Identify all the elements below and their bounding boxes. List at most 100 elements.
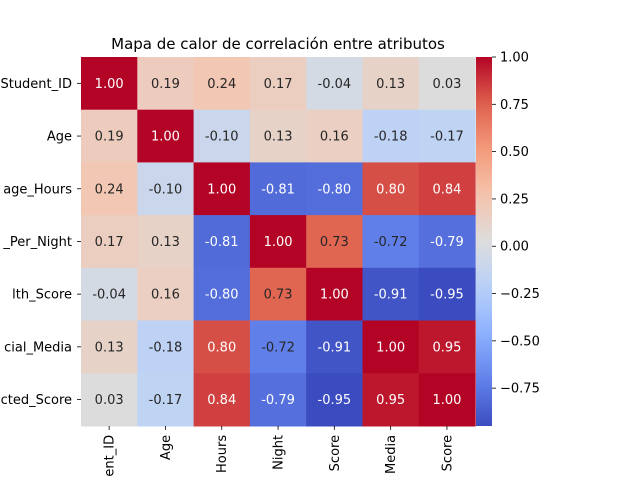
cell-value-label: 1.00 <box>432 393 461 408</box>
cell-value-label: 1.00 <box>376 340 405 355</box>
heatmap-cell <box>418 373 476 427</box>
row-tick-label: cted_Score <box>1 393 72 408</box>
cell-value-label: -0.91 <box>318 340 352 355</box>
cell-value-label: 1.00 <box>207 182 236 197</box>
cell-value-label: 0.13 <box>376 77 405 92</box>
cell-value-label: -0.04 <box>92 288 126 303</box>
row-tick-label: _Per_Night <box>2 235 72 250</box>
row-tick-label: Student_ID <box>0 77 72 92</box>
cell-value-label: 0.24 <box>95 182 124 197</box>
colorbar-tick-label: 0.75 <box>500 98 529 113</box>
cell-value-label: -0.72 <box>261 340 295 355</box>
cell-value-label: 0.16 <box>151 288 180 303</box>
cell-value-label: 0.95 <box>432 340 461 355</box>
cell-value-label: -0.17 <box>430 130 464 145</box>
heatmap-cell <box>418 109 476 163</box>
heatmap-cell <box>362 162 420 216</box>
column-tick-label: Hours <box>215 435 230 473</box>
heatmap-cell <box>193 320 251 374</box>
colorbar: 1.00 0.75 0.50 0.25 0.00 −0.25 −0.50 −0.75 <box>476 51 540 426</box>
cell-value-label: -0.91 <box>374 288 408 303</box>
colorbar-tick-label: −0.50 <box>500 334 540 349</box>
heatmap-cell <box>418 162 476 216</box>
heatmap-cell <box>362 57 420 111</box>
heatmap-cell <box>418 320 476 374</box>
heatmap-cell <box>249 373 307 427</box>
heatmap-cell <box>193 215 251 269</box>
cell-value-label: 0.16 <box>320 130 349 145</box>
cell-value-label: -0.10 <box>149 182 183 197</box>
heatmap-cell <box>362 320 420 374</box>
column-tick-label: Score <box>440 435 455 471</box>
cell-value-label: 0.19 <box>151 77 180 92</box>
cell-value-label: -0.79 <box>261 393 295 408</box>
heatmap-cell <box>137 162 195 216</box>
heatmap-cell <box>306 57 364 111</box>
heatmap-cell <box>249 162 307 216</box>
heatmap-cell <box>81 267 138 322</box>
heatmap-cells: 1.00 0.19 0.24 0.17 -0.04 0.13 0.03 0.19 1.00 -0.… <box>81 57 476 427</box>
heatmap-cell <box>306 320 364 374</box>
heatmap-cell <box>249 320 307 374</box>
cell-value-label: 0.24 <box>207 77 236 92</box>
colorbar-tick-label: 0.25 <box>500 192 529 207</box>
heatmap-cell <box>193 373 251 427</box>
row-tick-label: cial_Media <box>4 340 72 355</box>
cell-value-label: 0.17 <box>95 235 124 250</box>
heatmap-cell <box>306 373 364 427</box>
heatmap-cell <box>137 320 195 374</box>
cell-value-label: -0.95 <box>430 288 464 303</box>
heatmap-cell <box>249 57 307 111</box>
cell-value-label: 0.73 <box>320 235 349 250</box>
chart-title: Mapa de calor de correlación entre atrib… <box>111 35 445 53</box>
colorbar-tick-label: −0.75 <box>500 382 540 397</box>
heatmap-cell <box>249 215 307 269</box>
heatmap-cell <box>137 267 195 322</box>
heatmap-cell <box>193 162 251 216</box>
colorbar-gradient <box>476 57 492 426</box>
colorbar-tick-label: 1.00 <box>500 51 529 66</box>
heatmap-cell <box>137 109 195 163</box>
heatmap-cell <box>362 215 420 269</box>
column-tick-label: Age <box>159 435 174 460</box>
heatmap-cell <box>193 57 251 111</box>
cell-value-label: -0.17 <box>149 393 183 408</box>
cell-value-label: -0.80 <box>205 288 239 303</box>
cell-value-label: -0.18 <box>149 340 183 355</box>
column-tick-label: Night <box>272 435 287 470</box>
heatmap-cell <box>193 267 251 322</box>
heatmap-cell <box>81 109 138 163</box>
heatmap-cell <box>418 267 476 322</box>
row-tick-label: Age <box>47 130 72 145</box>
cell-value-label: 0.03 <box>432 77 461 92</box>
heatmap-cell <box>81 162 138 216</box>
heatmap-cell <box>193 109 251 163</box>
cell-value-label: 0.13 <box>264 130 293 145</box>
heatmap-cell <box>249 109 307 163</box>
column-tick-labels: ent_ID Age Hours Night Score Media Score <box>103 425 455 477</box>
heatmap-cell <box>137 215 195 269</box>
cell-value-label: 1.00 <box>320 288 349 303</box>
heatmap-cell <box>362 373 420 427</box>
row-tick-label: age_Hours <box>3 182 72 197</box>
cell-value-label: 0.84 <box>207 393 236 408</box>
column-tick-label: Score <box>328 435 343 471</box>
cell-value-label: 0.80 <box>207 340 236 355</box>
heatmap-cell <box>306 215 364 269</box>
heatmap-cell <box>306 109 364 163</box>
heatmap-cell <box>362 267 420 322</box>
heatmap-cell <box>306 267 364 322</box>
heatmap-cell <box>137 57 195 111</box>
heatmap-cell <box>81 57 138 111</box>
cell-value-label: 0.95 <box>376 393 405 408</box>
column-tick-label: Media <box>384 435 399 474</box>
cell-value-label: 0.17 <box>264 77 293 92</box>
cell-value-label: -0.18 <box>374 130 408 145</box>
cell-value-label: 0.80 <box>376 182 405 197</box>
cell-value-label: 1.00 <box>151 130 180 145</box>
cell-value-label: 0.84 <box>432 182 461 197</box>
cell-value-label: 1.00 <box>264 235 293 250</box>
cell-value-label: 0.03 <box>95 393 124 408</box>
heatmap-cell <box>249 267 307 322</box>
cell-value-label: -0.79 <box>430 235 464 250</box>
